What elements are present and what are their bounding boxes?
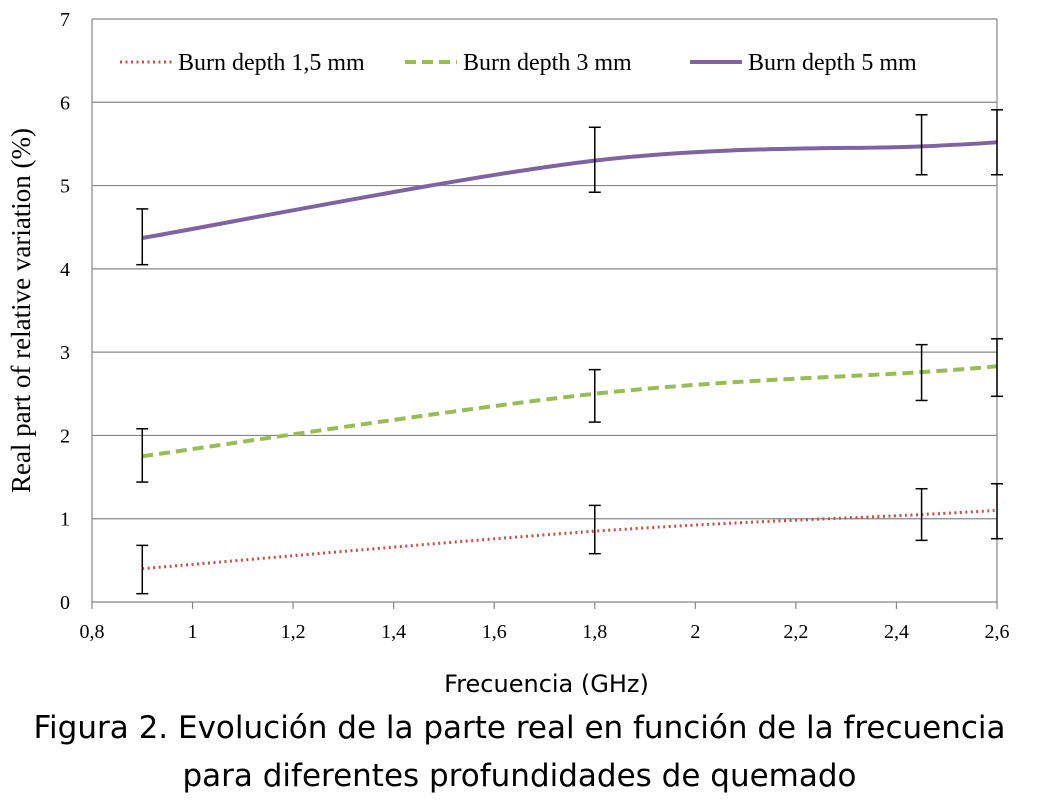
chart: 0 1 2 3 4 5 6 7 0,8 1 1,2 1,4 1,6 1,8 2 2,2 2,4 2,6 Burn …: [6, 9, 1010, 698]
tick-labels: 0 1 2 3 4 5 6 7 0,8 1 1,2 1,4 1,6 1,8 2 2,2 2,4 2,6: [60, 9, 1010, 643]
y-tick-label: 1: [60, 509, 70, 531]
x-tick-label: 2,2: [783, 621, 808, 643]
figure-caption-line-1: Figura 2. Evolución de la parte real en …: [33, 710, 1006, 746]
y-tick-label: 3: [60, 342, 70, 364]
legend-label-2: Burn depth 5 mm: [748, 50, 917, 76]
x-tick-label: 2: [690, 621, 700, 643]
x-axis-label: Frecuencia (GHz): [444, 670, 649, 698]
legend: Burn depth 1,5 mm Burn depth 3 mm Burn dep…: [120, 50, 917, 76]
axes: [91, 19, 998, 609]
y-tick-label: 7: [60, 9, 70, 31]
x-tick-label: 2,4: [884, 621, 909, 643]
x-tick-label: 1,6: [482, 621, 507, 643]
legend-label-1: Burn depth 3 mm: [463, 50, 632, 76]
x-tick-label: 1,8: [582, 621, 607, 643]
y-tick-label: 2: [60, 425, 70, 447]
error-bars: [136, 109, 1003, 595]
grid-lines: [92, 18, 997, 603]
series-line-2: [141, 140, 998, 241]
x-tick-label: 1,2: [281, 621, 306, 643]
x-tick-label: 0,8: [80, 621, 105, 643]
y-tick-label: 5: [60, 176, 70, 198]
series-line-1: [142, 364, 998, 459]
x-tick-label: 1,4: [381, 621, 406, 643]
x-tick-label: 1: [188, 621, 198, 643]
series-group: [141, 140, 998, 571]
legend-label-0: Burn depth 1,5 mm: [178, 50, 365, 76]
y-tick-label: 4: [60, 259, 70, 281]
x-tick-label: 2,6: [985, 621, 1010, 643]
y-axis-label: Real part of relative variation (%): [6, 128, 36, 493]
y-tick-label: 6: [60, 92, 70, 114]
figure-caption-line-2: para diferentes profundidades de quemado: [182, 758, 857, 794]
y-tick-label: 0: [60, 592, 70, 614]
